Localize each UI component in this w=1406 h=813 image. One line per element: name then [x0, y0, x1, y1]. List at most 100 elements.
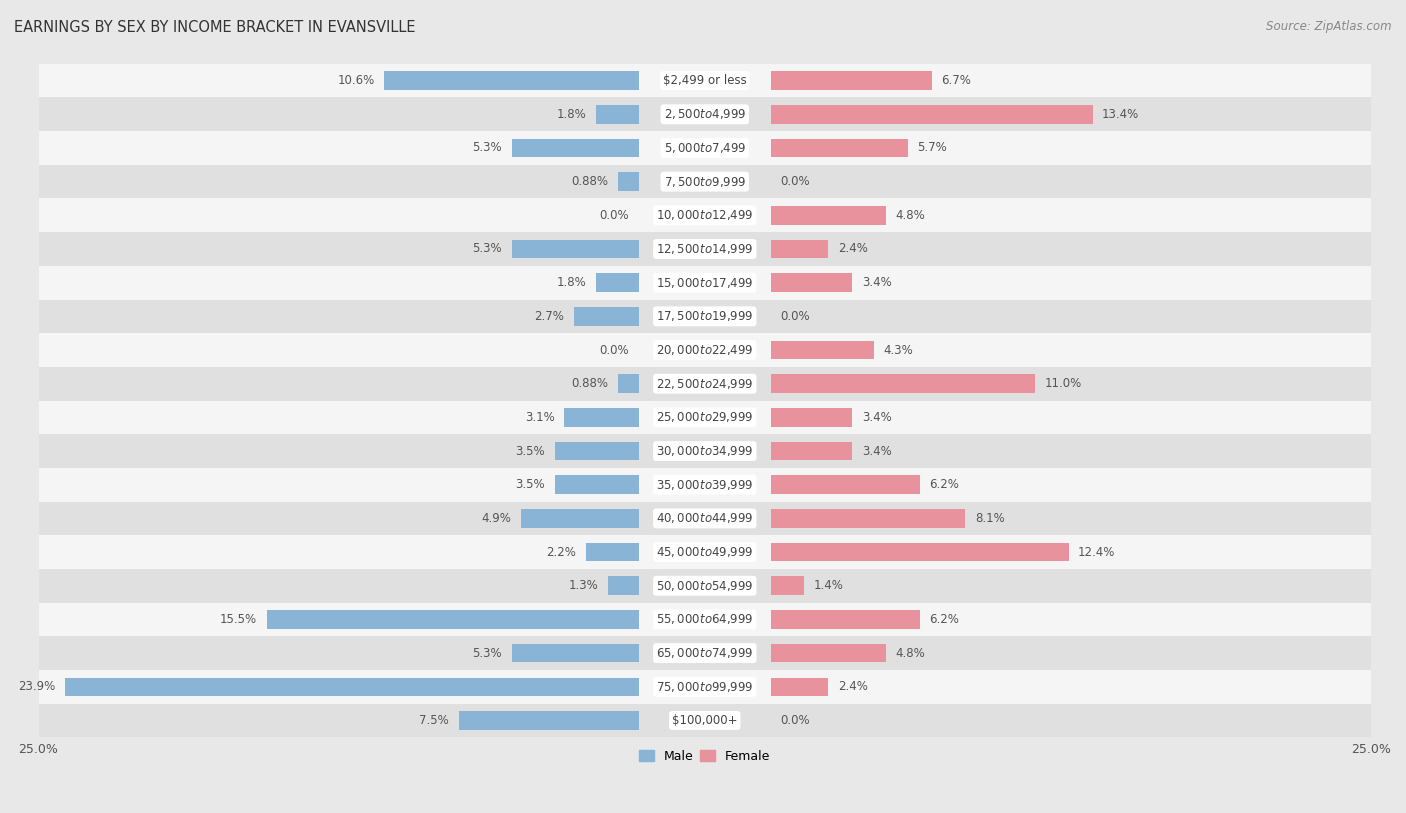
Text: 15.5%: 15.5% — [219, 613, 257, 626]
Text: $55,000 to $64,999: $55,000 to $64,999 — [657, 612, 754, 627]
Text: 1.8%: 1.8% — [557, 108, 586, 121]
Text: 0.0%: 0.0% — [599, 344, 628, 357]
Bar — [38, 233, 1371, 266]
Text: $2,499 or less: $2,499 or less — [662, 74, 747, 87]
Bar — [770, 509, 966, 528]
Bar — [770, 543, 1069, 561]
Text: 3.4%: 3.4% — [862, 411, 891, 424]
Text: Source: ZipAtlas.com: Source: ZipAtlas.com — [1267, 20, 1392, 33]
Text: 0.88%: 0.88% — [571, 175, 607, 188]
Text: 3.4%: 3.4% — [862, 276, 891, 289]
Bar — [38, 670, 1371, 703]
Text: 6.2%: 6.2% — [929, 613, 959, 626]
Text: 1.8%: 1.8% — [557, 276, 586, 289]
Text: 13.4%: 13.4% — [1102, 108, 1139, 121]
Text: $22,500 to $24,999: $22,500 to $24,999 — [657, 376, 754, 391]
Bar — [38, 401, 1371, 434]
Bar — [512, 240, 638, 259]
Bar — [770, 206, 886, 224]
Bar — [555, 476, 638, 494]
Bar — [38, 602, 1371, 637]
Text: 12.4%: 12.4% — [1078, 546, 1115, 559]
Text: 3.5%: 3.5% — [516, 445, 546, 458]
Bar — [38, 63, 1371, 98]
Text: 5.3%: 5.3% — [472, 141, 502, 154]
Bar — [770, 375, 1035, 393]
Bar — [586, 543, 638, 561]
Bar — [512, 139, 638, 157]
Text: 3.1%: 3.1% — [524, 411, 555, 424]
Legend: Male, Female: Male, Female — [634, 745, 776, 768]
Text: $12,500 to $14,999: $12,500 to $14,999 — [657, 242, 754, 256]
Text: $65,000 to $74,999: $65,000 to $74,999 — [657, 646, 754, 660]
Text: 3.4%: 3.4% — [862, 445, 891, 458]
Text: 2.7%: 2.7% — [534, 310, 564, 323]
Text: $2,500 to $4,999: $2,500 to $4,999 — [664, 107, 747, 121]
Text: $50,000 to $54,999: $50,000 to $54,999 — [657, 579, 754, 593]
Bar — [596, 105, 638, 124]
Bar — [522, 509, 638, 528]
Bar — [38, 703, 1371, 737]
Text: EARNINGS BY SEX BY INCOME BRACKET IN EVANSVILLE: EARNINGS BY SEX BY INCOME BRACKET IN EVA… — [14, 20, 416, 35]
Bar — [38, 637, 1371, 670]
Text: $7,500 to $9,999: $7,500 to $9,999 — [664, 175, 747, 189]
Bar — [770, 72, 932, 90]
Bar — [512, 644, 638, 663]
Bar — [770, 576, 804, 595]
Text: $20,000 to $22,499: $20,000 to $22,499 — [657, 343, 754, 357]
Bar — [38, 198, 1371, 233]
Text: 2.4%: 2.4% — [838, 242, 868, 255]
Bar — [564, 408, 638, 427]
Bar — [38, 131, 1371, 165]
Text: 0.0%: 0.0% — [780, 310, 810, 323]
Text: 5.3%: 5.3% — [472, 646, 502, 659]
Text: $25,000 to $29,999: $25,000 to $29,999 — [657, 411, 754, 424]
Text: 11.0%: 11.0% — [1045, 377, 1081, 390]
Bar — [770, 677, 828, 696]
Text: 5.3%: 5.3% — [472, 242, 502, 255]
Bar — [596, 273, 638, 292]
Bar — [38, 266, 1371, 299]
Bar — [267, 611, 638, 628]
Text: 4.8%: 4.8% — [896, 646, 925, 659]
Text: 4.9%: 4.9% — [482, 512, 512, 525]
Bar — [770, 105, 1092, 124]
Text: 1.4%: 1.4% — [814, 579, 844, 592]
Text: 0.0%: 0.0% — [780, 175, 810, 188]
Bar — [770, 441, 852, 460]
Bar — [770, 408, 852, 427]
Bar — [38, 165, 1371, 198]
Text: 2.4%: 2.4% — [838, 680, 868, 693]
Bar — [38, 468, 1371, 502]
Bar — [65, 677, 638, 696]
Bar — [770, 139, 908, 157]
Bar — [384, 72, 638, 90]
Text: 2.2%: 2.2% — [547, 546, 576, 559]
Text: $5,000 to $7,499: $5,000 to $7,499 — [664, 141, 747, 155]
Bar — [770, 644, 886, 663]
Bar — [458, 711, 638, 730]
Text: 10.6%: 10.6% — [337, 74, 374, 87]
Text: 5.7%: 5.7% — [917, 141, 948, 154]
Text: 6.7%: 6.7% — [941, 74, 972, 87]
Bar — [617, 375, 638, 393]
Text: 7.5%: 7.5% — [419, 714, 449, 727]
Text: $75,000 to $99,999: $75,000 to $99,999 — [657, 680, 754, 693]
Bar — [38, 333, 1371, 367]
Text: 4.3%: 4.3% — [883, 344, 914, 357]
Bar — [38, 502, 1371, 535]
Text: $10,000 to $12,499: $10,000 to $12,499 — [657, 208, 754, 222]
Bar — [38, 434, 1371, 468]
Text: 6.2%: 6.2% — [929, 478, 959, 491]
Text: $45,000 to $49,999: $45,000 to $49,999 — [657, 545, 754, 559]
Bar — [555, 441, 638, 460]
Bar — [617, 172, 638, 191]
Bar — [770, 611, 920, 628]
Bar — [770, 341, 875, 359]
Bar — [38, 299, 1371, 333]
Bar — [770, 240, 828, 259]
Text: $35,000 to $39,999: $35,000 to $39,999 — [657, 478, 754, 492]
Text: $15,000 to $17,499: $15,000 to $17,499 — [657, 276, 754, 289]
Text: 0.0%: 0.0% — [780, 714, 810, 727]
Text: $40,000 to $44,999: $40,000 to $44,999 — [657, 511, 754, 525]
